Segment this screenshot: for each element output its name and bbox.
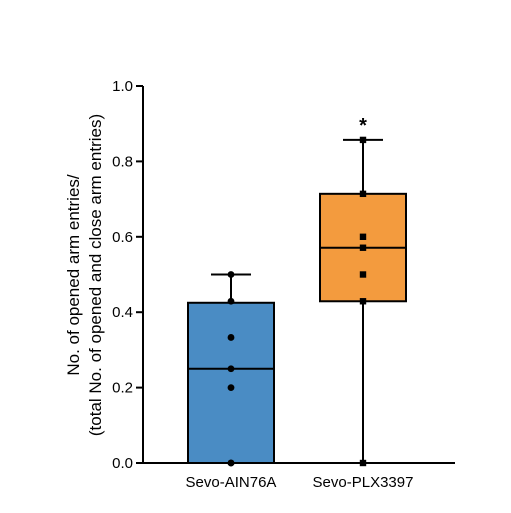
data-point-1-6	[359, 136, 367, 144]
data-point-0-2	[227, 384, 235, 391]
category-label-0: Sevo-AIN76A	[186, 474, 277, 491]
y-tick-label-0: 0.0	[112, 455, 133, 472]
data-point-1-3	[359, 244, 367, 251]
data-point-0-6	[227, 271, 235, 278]
y-tick-label-4: 0.8	[112, 153, 133, 170]
y-axis-title: No. of opened arm entries/ (total No. of…	[64, 114, 105, 436]
data-point-1-5	[359, 190, 367, 198]
y-axis-title-line2: (total No. of opened and close arm entri…	[86, 114, 105, 436]
data-point-0-4	[227, 334, 235, 341]
data-point-1-1	[359, 298, 367, 305]
data-point-1-2	[359, 271, 367, 278]
y-tick-label-1: 0.2	[112, 380, 133, 397]
y-tick-label-3: 0.6	[112, 229, 133, 246]
y-tick-label-5: 1.0	[112, 78, 133, 95]
data-point-1-0	[359, 459, 367, 467]
category-label-1: Sevo-PLX3397	[313, 474, 414, 491]
y-axis-title-line1: No. of opened arm entries/	[64, 174, 83, 376]
plot-area: 0.0 0.2 0.4 0.6 0.8 1.0 Sevo-AIN76A * Sevo-PLX33…	[112, 78, 455, 491]
data-point-0-3	[227, 365, 235, 373]
significance-marker-1: *	[359, 115, 367, 137]
y-tick-label-2: 0.4	[112, 304, 133, 321]
box-0	[187, 301, 275, 464]
data-point-1-4	[359, 233, 367, 240]
data-point-0-5	[227, 297, 235, 305]
data-point-0-1	[227, 459, 235, 467]
